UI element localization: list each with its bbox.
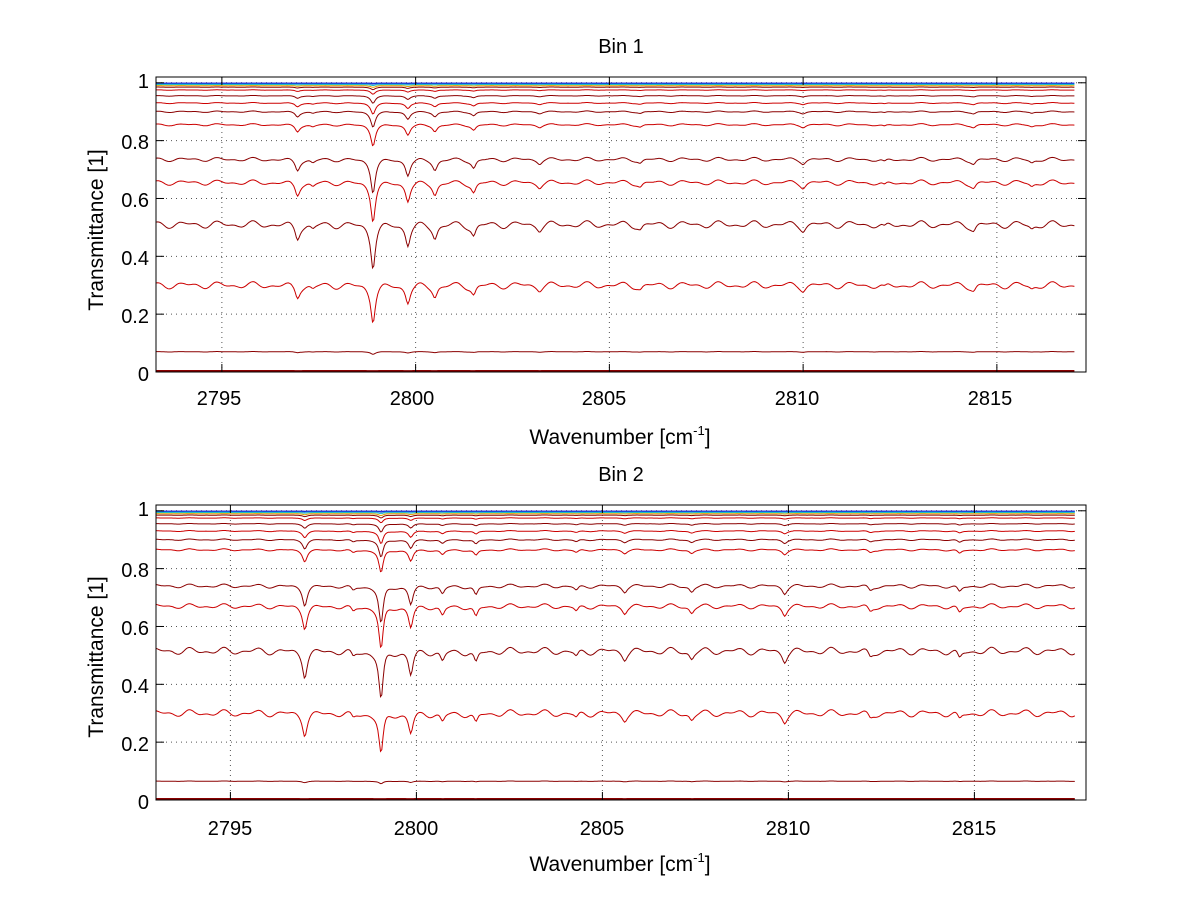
x-axis-label-text: Wavenumber [cm <box>529 853 693 876</box>
series-line <box>155 220 1075 270</box>
series-group <box>155 82 1075 373</box>
x-tick-labels: 2795 2800 2805 2810 2815 <box>208 818 997 840</box>
x-axis-label: Wavenumber [cm-1] <box>529 423 710 449</box>
ticks <box>156 505 1086 801</box>
x-tick-label: 2810 <box>775 388 820 410</box>
series-line <box>156 123 1075 147</box>
series-line <box>156 83 1075 85</box>
x-tick-label: 2795 <box>208 818 253 840</box>
y-tick-label: 1 <box>138 71 149 93</box>
series-line <box>155 514 1075 519</box>
series-line <box>155 156 1075 194</box>
series-line <box>155 86 1075 91</box>
plot-area <box>155 504 1087 801</box>
series-line <box>156 110 1075 128</box>
y-tick-label: 1 <box>138 499 149 521</box>
y-axis-label: Transmittance [1] <box>85 576 108 737</box>
series-line <box>155 709 1076 753</box>
y-tick-label: 0.2 <box>121 306 149 328</box>
series-line <box>156 85 1075 88</box>
series-line <box>156 102 1075 115</box>
series-line <box>155 583 1075 623</box>
x-axis-label-superscript: -1 <box>693 850 705 865</box>
series-line <box>156 513 1075 516</box>
series-line <box>155 281 1075 324</box>
y-tick-label: 0 <box>138 364 149 386</box>
x-tick-label: 2810 <box>766 818 811 840</box>
series-line <box>155 548 1075 573</box>
x-tick-label: 2815 <box>968 388 1013 410</box>
series-line <box>156 89 1075 95</box>
x-tick-label: 2800 <box>390 388 435 410</box>
x-axis-label: Wavenumber [cm-1] <box>529 850 710 876</box>
x-tick-label: 2815 <box>952 818 997 840</box>
series-line <box>156 517 1075 524</box>
x-axis-label-superscript: -1 <box>693 423 705 438</box>
series-line <box>156 512 1075 515</box>
y-tick-label: 0.2 <box>121 734 149 756</box>
series-line <box>156 351 1075 355</box>
series-line <box>156 538 1075 558</box>
ticks <box>156 77 1086 373</box>
series-line <box>156 511 1075 513</box>
y-tick-labels: 0 0.2 0.4 0.6 0.8 1 <box>121 499 149 814</box>
chart-title: Bin 2 <box>598 464 644 486</box>
x-tick-label: 2800 <box>394 818 439 840</box>
x-tick-label: 2795 <box>197 388 242 410</box>
series-line <box>155 529 1075 544</box>
grid <box>156 505 1086 801</box>
chart-title: Bin 1 <box>598 36 644 58</box>
series-group <box>155 510 1076 801</box>
y-tick-label: 0.6 <box>121 190 149 212</box>
y-tick-label: 0.6 <box>121 618 149 640</box>
series-line <box>155 780 1075 785</box>
series-line <box>156 84 1075 86</box>
subplot-bin-1: Bin 1 0 0.2 0.4 0.6 0.8 1 2795 2800 2805… <box>85 36 1087 449</box>
x-tick-label: 2805 <box>582 388 627 410</box>
series-line <box>155 179 1075 223</box>
y-tick-label: 0.4 <box>121 248 149 270</box>
series-line <box>156 523 1075 533</box>
y-axis-label: Transmittance [1] <box>85 149 108 310</box>
x-axis-label-text: Wavenumber [cm <box>529 426 693 449</box>
x-axis-label-end: ] <box>705 426 711 449</box>
series-line <box>155 646 1076 699</box>
y-tick-labels: 0 0.2 0.4 0.6 0.8 1 <box>121 71 149 386</box>
x-tick-label: 2805 <box>580 818 625 840</box>
subplot-bin-2: Bin 2 0 0.2 0.4 0.6 0.8 1 2795 2800 2805… <box>85 464 1087 876</box>
series-line <box>155 603 1076 649</box>
y-tick-label: 0.4 <box>121 676 149 698</box>
y-tick-label: 0 <box>138 792 149 814</box>
series-line <box>156 94 1075 104</box>
x-tick-labels: 2795 2800 2805 2810 2815 <box>197 388 1013 410</box>
plot-area <box>155 76 1087 373</box>
y-tick-label: 0.8 <box>121 560 149 582</box>
x-axis-label-end: ] <box>705 853 711 876</box>
y-tick-label: 0.8 <box>121 132 149 154</box>
